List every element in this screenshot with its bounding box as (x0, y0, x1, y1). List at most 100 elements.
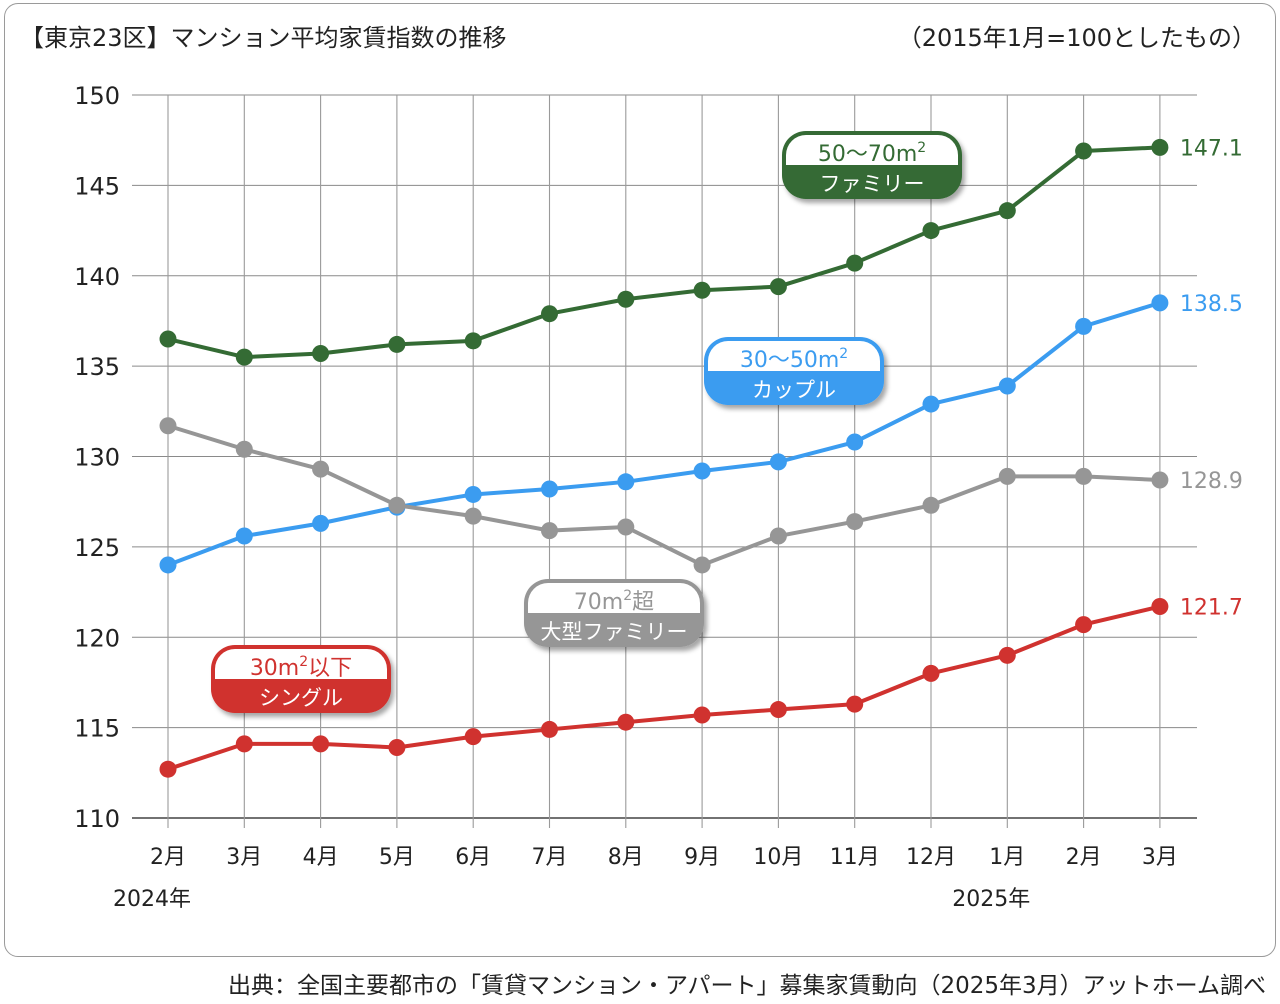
family-data-point (769, 278, 787, 296)
x-tick-label: 5月 (379, 845, 415, 870)
x-tick-label: 11月 (830, 845, 880, 870)
single-data-point (769, 701, 787, 719)
family-data-point (998, 202, 1016, 220)
single-series-line (167, 604, 1161, 772)
couple-data-point (1151, 294, 1169, 312)
family-badge-sublabel: ファミリー (820, 172, 925, 196)
family-series-line (167, 145, 1160, 360)
large-data-point (693, 556, 711, 574)
large-data-point (388, 496, 406, 514)
large-data-point (1151, 471, 1169, 489)
couple-data-point (464, 485, 482, 503)
x-tick-label: 3月 (226, 845, 262, 870)
couple-data-point (235, 527, 253, 545)
single-end-label: 121.7 (1180, 596, 1243, 621)
large-data-point (235, 440, 253, 458)
large-data-point (617, 518, 635, 536)
single-data-point (922, 664, 940, 682)
x-tick-label: 2月 (1066, 845, 1102, 870)
family-data-point (922, 222, 940, 240)
couple-data-point (846, 433, 864, 451)
y-tick-label: 120 (74, 624, 120, 652)
x-tick-label: 10月 (753, 845, 803, 870)
family-data-point (1075, 142, 1093, 160)
single-data-point (1151, 598, 1169, 616)
large-data-point (541, 522, 558, 540)
x-tick-label: 9月 (684, 845, 720, 870)
single-data-point (998, 646, 1016, 664)
chart-note: （2015年1月=100としたもの） (897, 24, 1256, 52)
large-data-point (159, 417, 177, 435)
large-series-line (167, 423, 1160, 567)
x-tick-label: 4月 (303, 845, 339, 870)
large-data-point (464, 507, 482, 525)
family-data-point (388, 335, 406, 353)
family-data-point (312, 344, 330, 362)
couple-badge-sublabel: カップル (752, 378, 836, 402)
single-badge-sublabel: シングル (259, 686, 343, 710)
single-badge-label: 30m2以下 (250, 654, 352, 681)
large-data-point (312, 460, 330, 478)
single-data-point (541, 720, 558, 738)
couple-data-point (1075, 317, 1093, 335)
single-data-point (846, 695, 864, 713)
x-tick-label: 6月 (455, 845, 491, 870)
single-data-point (388, 739, 406, 757)
year-label: 2025年 (952, 887, 1030, 912)
x-tick-label: 1月 (989, 845, 1025, 870)
single-data-point (617, 713, 635, 731)
large-end-label: 128.9 (1180, 469, 1243, 494)
x-tick-label: 7月 (532, 845, 568, 870)
large-data-point (769, 527, 787, 545)
source-credit: 出典：全国主要都市の「賃貸マンション・アパート」募集家賃動向（2025年3月）ア… (227, 973, 1266, 999)
large-badge-top (528, 583, 700, 613)
single-data-point (159, 760, 177, 778)
single-badge-top (215, 649, 387, 679)
single-data-point (1075, 616, 1093, 634)
couple-data-point (769, 453, 787, 471)
large-badge-sublabel: 大型ファミリー (541, 620, 688, 644)
single-data-point (464, 728, 482, 746)
couple-badge-label: 30〜50m2 (740, 346, 848, 373)
large-badge-label: 70m2超 (574, 588, 654, 615)
family-end-label: 147.1 (1180, 136, 1243, 161)
x-tick-label: 8月 (608, 845, 644, 870)
y-tick-label: 145 (74, 172, 120, 200)
family-data-point (235, 348, 253, 366)
single-data-point (693, 706, 711, 724)
family-data-point (464, 332, 482, 350)
x-tick-label: 2月 (150, 845, 186, 870)
couple-data-point (159, 556, 177, 574)
single-data-point (235, 735, 253, 753)
family-data-point (693, 281, 711, 299)
family-data-point (617, 290, 635, 308)
couple-data-point (541, 480, 558, 498)
family-data-point (846, 254, 864, 272)
y-tick-label: 115 (74, 715, 120, 743)
large-data-point (1075, 467, 1093, 485)
year-label: 2024年 (113, 887, 191, 912)
family-data-point (159, 330, 177, 348)
large-data-point (846, 513, 864, 531)
couple-data-point (922, 395, 940, 413)
couple-end-label: 138.5 (1180, 292, 1243, 317)
y-tick-label: 125 (74, 534, 120, 562)
family-data-point (1151, 138, 1169, 156)
y-tick-label: 150 (74, 82, 120, 110)
large-data-point (922, 496, 940, 514)
couple-data-point (312, 514, 330, 532)
family-badge-label: 50〜70m2 (818, 140, 926, 167)
large-data-point (998, 467, 1016, 485)
y-tick-label: 135 (74, 353, 120, 381)
couple-data-point (617, 473, 635, 491)
couple-data-point (693, 462, 711, 480)
y-tick-label: 140 (74, 263, 120, 291)
couple-badge-top (708, 341, 880, 371)
family-data-point (541, 305, 558, 323)
y-tick-label: 130 (74, 444, 120, 472)
couple-data-point (998, 377, 1016, 395)
x-tick-label: 12月 (906, 845, 956, 870)
couple-series-line (167, 300, 1161, 567)
family-badge-top (786, 135, 958, 165)
